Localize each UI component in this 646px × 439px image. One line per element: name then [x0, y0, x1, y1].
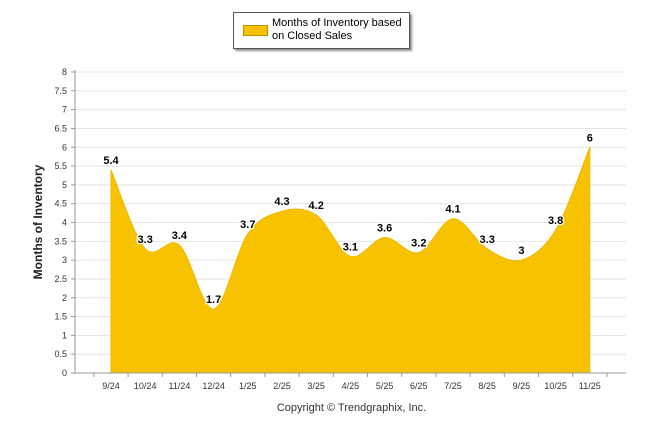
data-label: 3.6: [377, 223, 392, 235]
x-tick-label: 4/25: [342, 381, 360, 391]
data-label: 4.2: [309, 200, 324, 212]
x-tick-label: 11/24: [168, 381, 190, 391]
area-series: [110, 147, 591, 374]
y-tick-label: 3.5: [54, 236, 67, 246]
data-label: 3.4: [172, 230, 188, 242]
x-tick-label: 6/25: [410, 381, 428, 391]
y-tick-label: 6: [62, 142, 67, 152]
data-label: 3.7: [240, 219, 255, 231]
data-label: 3.2: [411, 238, 426, 250]
data-label: 1.7: [206, 294, 221, 306]
x-tick-label: 10/25: [544, 381, 567, 391]
y-tick-label: 0: [62, 368, 67, 378]
x-tick-label: 9/24: [102, 381, 120, 391]
x-tick-label: 9/25: [513, 381, 531, 391]
y-tick-labels: 0 0.5 1 1.5 2 2.5 3 3.5 4 4.5 5 5.5 6 6.5 7 7.5 8: [54, 67, 67, 378]
x-tick-label: 5/25: [376, 381, 394, 391]
y-tick-label: 2: [62, 293, 67, 303]
y-tick-label: 4.5: [54, 199, 67, 209]
y-tick-label: 2.5: [54, 274, 67, 284]
legend-label: Months of Inventory based on Closed Sale…: [272, 17, 402, 42]
copyright-text: Copyright © Trendgraphix, Inc.: [276, 402, 427, 414]
y-tick-label: 7.5: [54, 86, 67, 96]
data-label: 3.1: [343, 241, 358, 253]
x-tick-label: 12/24: [202, 381, 225, 391]
y-tick-label: 5.5: [54, 161, 67, 171]
y-tick-label: 3: [62, 255, 67, 265]
data-label: 4.1: [445, 204, 460, 216]
x-tick-label: 7/25: [444, 381, 462, 391]
data-label: 4.3: [274, 196, 289, 208]
data-labels: 5.4 3.3 3.4 1.7 3.7 4.3 4.2 3.1 3.6 3.2 4.1 3.3 3 3.8…: [102, 131, 594, 307]
axis-layer: [74, 70, 626, 377]
data-label: 6: [587, 132, 593, 144]
data-label: 3.8: [548, 215, 563, 227]
x-tick-label: 3/25: [307, 381, 325, 391]
x-tick-label: 8/25: [478, 381, 496, 391]
y-tick-label: 1: [62, 330, 67, 340]
data-label: 3: [518, 245, 524, 257]
legend-swatch: [243, 25, 268, 36]
y-tick-label: 7: [62, 105, 67, 115]
y-tick-label: 4: [62, 218, 67, 228]
y-tick-label: 8: [62, 67, 67, 77]
x-tick-label: 10/24: [134, 381, 157, 391]
x-tick-label: 2/25: [273, 381, 291, 391]
area-layer: [110, 147, 591, 374]
x-tick-label: 11/25: [579, 381, 601, 391]
y-tick-label: 1.5: [54, 312, 67, 322]
y-tick-label: 5: [62, 180, 67, 190]
x-tick-label: 1/25: [239, 381, 257, 391]
y-tick-label: 0.5: [54, 349, 67, 359]
x-tick-labels: 9/24 10/24 11/24 12/24 1/25 2/25 3/25 4/25 5/25 6…: [102, 381, 600, 391]
legend[interactable]: Months of Inventory based on Closed Sale…: [233, 12, 410, 49]
y-tick-label: 6.5: [54, 123, 67, 133]
data-label: 3.3: [138, 234, 153, 246]
data-label: 3.3: [480, 234, 495, 246]
y-axis-title: Months of Inventory: [31, 164, 45, 279]
data-label: 5.4: [103, 155, 119, 167]
